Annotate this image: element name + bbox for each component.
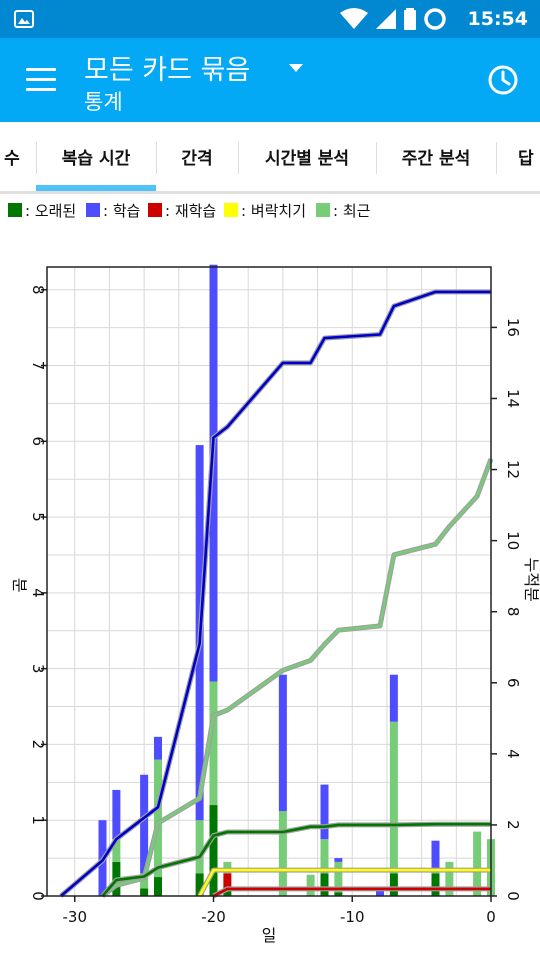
legend-swatch bbox=[224, 203, 238, 217]
bar-segment-young bbox=[334, 861, 343, 893]
status-icons bbox=[339, 7, 448, 31]
bar-segment-learn bbox=[112, 789, 121, 840]
bar-segment-old bbox=[209, 805, 218, 896]
wifi-icon bbox=[339, 8, 368, 29]
legend-item-relearn: : 재학습 bbox=[148, 200, 216, 221]
bar-segment-relearn bbox=[223, 873, 232, 889]
bar-segment-learn bbox=[140, 774, 149, 874]
bar-segment-learn bbox=[334, 858, 343, 862]
tab-count[interactable]: 수 bbox=[4, 149, 20, 169]
y2-tick-label: 8 bbox=[504, 607, 522, 617]
bar-segment-young bbox=[473, 831, 482, 896]
y-axis-label: 분 bbox=[10, 578, 29, 593]
bar-segment-young bbox=[140, 873, 149, 889]
bar-segment-young bbox=[278, 811, 287, 896]
clock-icon[interactable] bbox=[487, 64, 519, 96]
legend-item-young: : 최근 bbox=[316, 200, 370, 221]
tab-review-time[interactable]: 복습 시간 bbox=[61, 149, 131, 169]
x-tick-label: 0 bbox=[486, 908, 496, 926]
plot-frame bbox=[46, 266, 492, 897]
bar-segment-learn bbox=[389, 674, 398, 722]
bar-segment-young bbox=[445, 861, 454, 896]
y2-tick-label: 10 bbox=[504, 531, 522, 550]
legend-swatch bbox=[86, 203, 100, 217]
deck-dropdown-icon[interactable] bbox=[289, 64, 303, 72]
bar-segment-old bbox=[154, 877, 162, 896]
menu-icon[interactable] bbox=[26, 68, 56, 92]
cumulative-line bbox=[101, 822, 491, 897]
app-bar: 모든 카드 묶음 통계 bbox=[0, 38, 540, 122]
cumulative-line bbox=[101, 458, 493, 898]
legend-item-learn: : 학습 bbox=[86, 200, 140, 221]
bar-segment-young bbox=[112, 839, 121, 862]
tab-intervals[interactable]: 간격 bbox=[181, 149, 213, 169]
bar-segment-young bbox=[154, 759, 162, 878]
y-tick-label: 4 bbox=[29, 588, 47, 598]
sync-ring-icon bbox=[424, 8, 446, 30]
bar-segment-old bbox=[140, 888, 149, 896]
bar-segment-learn bbox=[376, 886, 384, 896]
bar-segment-learn bbox=[431, 840, 440, 870]
bar-segment-old bbox=[320, 873, 329, 896]
battery-icon bbox=[403, 8, 416, 30]
legend-item-cram: : 벼락치기 bbox=[224, 200, 306, 221]
page-subtitle: 통계 bbox=[84, 90, 123, 114]
cumulative-line bbox=[60, 290, 491, 897]
bar-segment-young bbox=[389, 721, 398, 874]
stats-tabs: 수 복습 시간 간격 시간별 분석 주간 분석 답 bbox=[0, 122, 540, 194]
bar-segment-old bbox=[334, 892, 343, 896]
y2-axis-label: 누적분 bbox=[522, 558, 540, 602]
deck-title[interactable]: 모든 카드 묶음 bbox=[84, 55, 251, 86]
bar-segment-young bbox=[195, 820, 204, 874]
tab-answers[interactable]: 답 bbox=[518, 149, 534, 169]
y-tick-label: 6 bbox=[29, 437, 47, 447]
bar-segment-learn bbox=[154, 736, 162, 760]
bar-segment-young bbox=[209, 681, 218, 806]
bar-segment-old bbox=[389, 873, 398, 896]
y-tick-label: 7 bbox=[29, 361, 47, 371]
bar-segment-young bbox=[320, 839, 329, 874]
gallery-notification-icon bbox=[14, 10, 34, 28]
y-tick-label: 2 bbox=[29, 740, 47, 750]
status-time: 15:54 bbox=[467, 8, 528, 30]
legend-item-old: : 오래된 bbox=[8, 200, 76, 221]
bar-segment-young bbox=[306, 874, 315, 896]
x-axis-label: 일 bbox=[262, 926, 277, 945]
tab-weekly[interactable]: 주간 분석 bbox=[401, 149, 471, 169]
y-tick-label: 0 bbox=[29, 891, 47, 901]
bar-segment-young bbox=[223, 861, 232, 874]
bar-segment-learn bbox=[278, 674, 287, 812]
bar-segment-learn bbox=[320, 784, 329, 840]
cellular-signal-icon bbox=[375, 9, 396, 29]
bar-segment-old bbox=[223, 888, 232, 896]
y2-tick-label: 0 bbox=[504, 891, 522, 901]
tab-hourly[interactable]: 시간별 분석 bbox=[264, 149, 350, 169]
y2-tick-label: 6 bbox=[504, 678, 522, 688]
y2-tick-label: 2 bbox=[504, 820, 522, 830]
y-tick-label: 1 bbox=[29, 815, 47, 825]
plot-area bbox=[47, 267, 491, 896]
bar-segment-old bbox=[195, 873, 204, 896]
cumulative-line bbox=[198, 868, 491, 897]
y2-tick-label: 16 bbox=[504, 318, 522, 337]
x-tick-label: -30 bbox=[63, 908, 88, 926]
cumulative-line bbox=[212, 887, 491, 898]
bar-segment-old bbox=[431, 873, 440, 896]
tab-selected-indicator bbox=[36, 185, 156, 191]
y2-tick-label: 14 bbox=[504, 389, 522, 408]
y2-tick-label: 12 bbox=[504, 460, 522, 479]
legend-swatch bbox=[148, 203, 162, 217]
y-tick-label: 8 bbox=[29, 285, 47, 295]
y-tick-label: 3 bbox=[29, 664, 47, 674]
y2-tick-label: 4 bbox=[504, 749, 522, 759]
status-bar: 15:54 bbox=[0, 0, 540, 38]
legend-swatch bbox=[8, 203, 22, 217]
x-tick-label: -20 bbox=[201, 908, 226, 926]
x-tick-label: -10 bbox=[340, 908, 365, 926]
y-tick-label: 5 bbox=[29, 512, 47, 522]
legend-swatch bbox=[316, 203, 330, 217]
